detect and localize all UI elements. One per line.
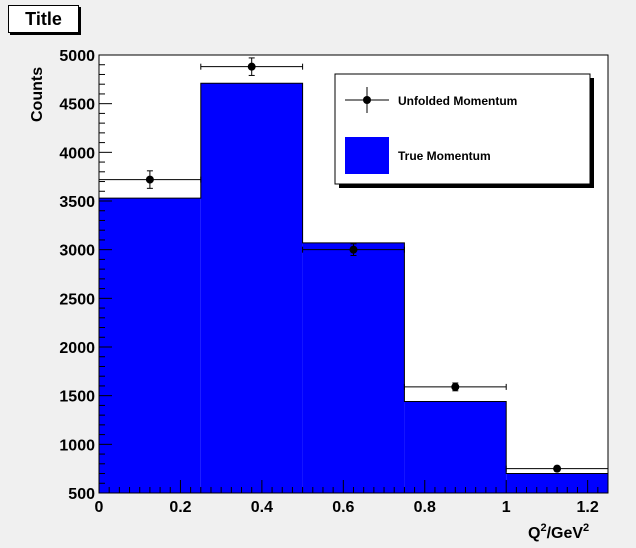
x-tick-label: 0.4: [251, 499, 273, 516]
legend-marker-dot: [363, 96, 371, 104]
histogram-bar: [200, 83, 303, 493]
x-tick-label: 1: [502, 499, 511, 516]
data-point: [145, 175, 154, 184]
data-point: [553, 464, 562, 473]
y-tick-label: 2500: [59, 291, 95, 308]
histogram-bar: [404, 401, 507, 493]
y-tick-label: 4500: [59, 97, 95, 114]
legend-label-unfolded: Unfolded Momentum: [398, 94, 517, 108]
legend: Unfolded Momentum True Momentum: [334, 73, 594, 188]
y-tick-label: 5000: [59, 48, 95, 65]
x-tick-label: 0.8: [414, 499, 436, 516]
y-tick-label: 2000: [59, 340, 95, 357]
x-axis-title: Q2/GeV2: [528, 522, 589, 542]
y-tick-label: 1500: [59, 389, 95, 406]
x-tick-label: 0: [95, 499, 104, 516]
y-tick-label: 3500: [59, 194, 95, 211]
legend-label-true: True Momentum: [398, 149, 491, 163]
y-tick-label: 3000: [59, 243, 95, 260]
legend-swatch-true: [345, 137, 389, 174]
histogram-bar: [506, 473, 608, 493]
y-tick-label: 500: [68, 486, 95, 503]
histogram-bar: [302, 242, 405, 493]
x-tick-label: 1.2: [577, 499, 599, 516]
data-point: [247, 62, 256, 71]
x-tick-label: 0.6: [332, 499, 354, 516]
histogram-outline: [98, 82, 609, 493]
data-point: [349, 245, 358, 254]
x-tick-label: 0.2: [169, 499, 191, 516]
chart-title: Title: [8, 5, 79, 33]
y-axis-title: Counts: [29, 67, 46, 122]
y-tick-label: 4000: [59, 145, 95, 162]
data-point: [451, 382, 460, 391]
histogram-bar: [99, 198, 201, 493]
y-tick-label: 1000: [59, 437, 95, 454]
